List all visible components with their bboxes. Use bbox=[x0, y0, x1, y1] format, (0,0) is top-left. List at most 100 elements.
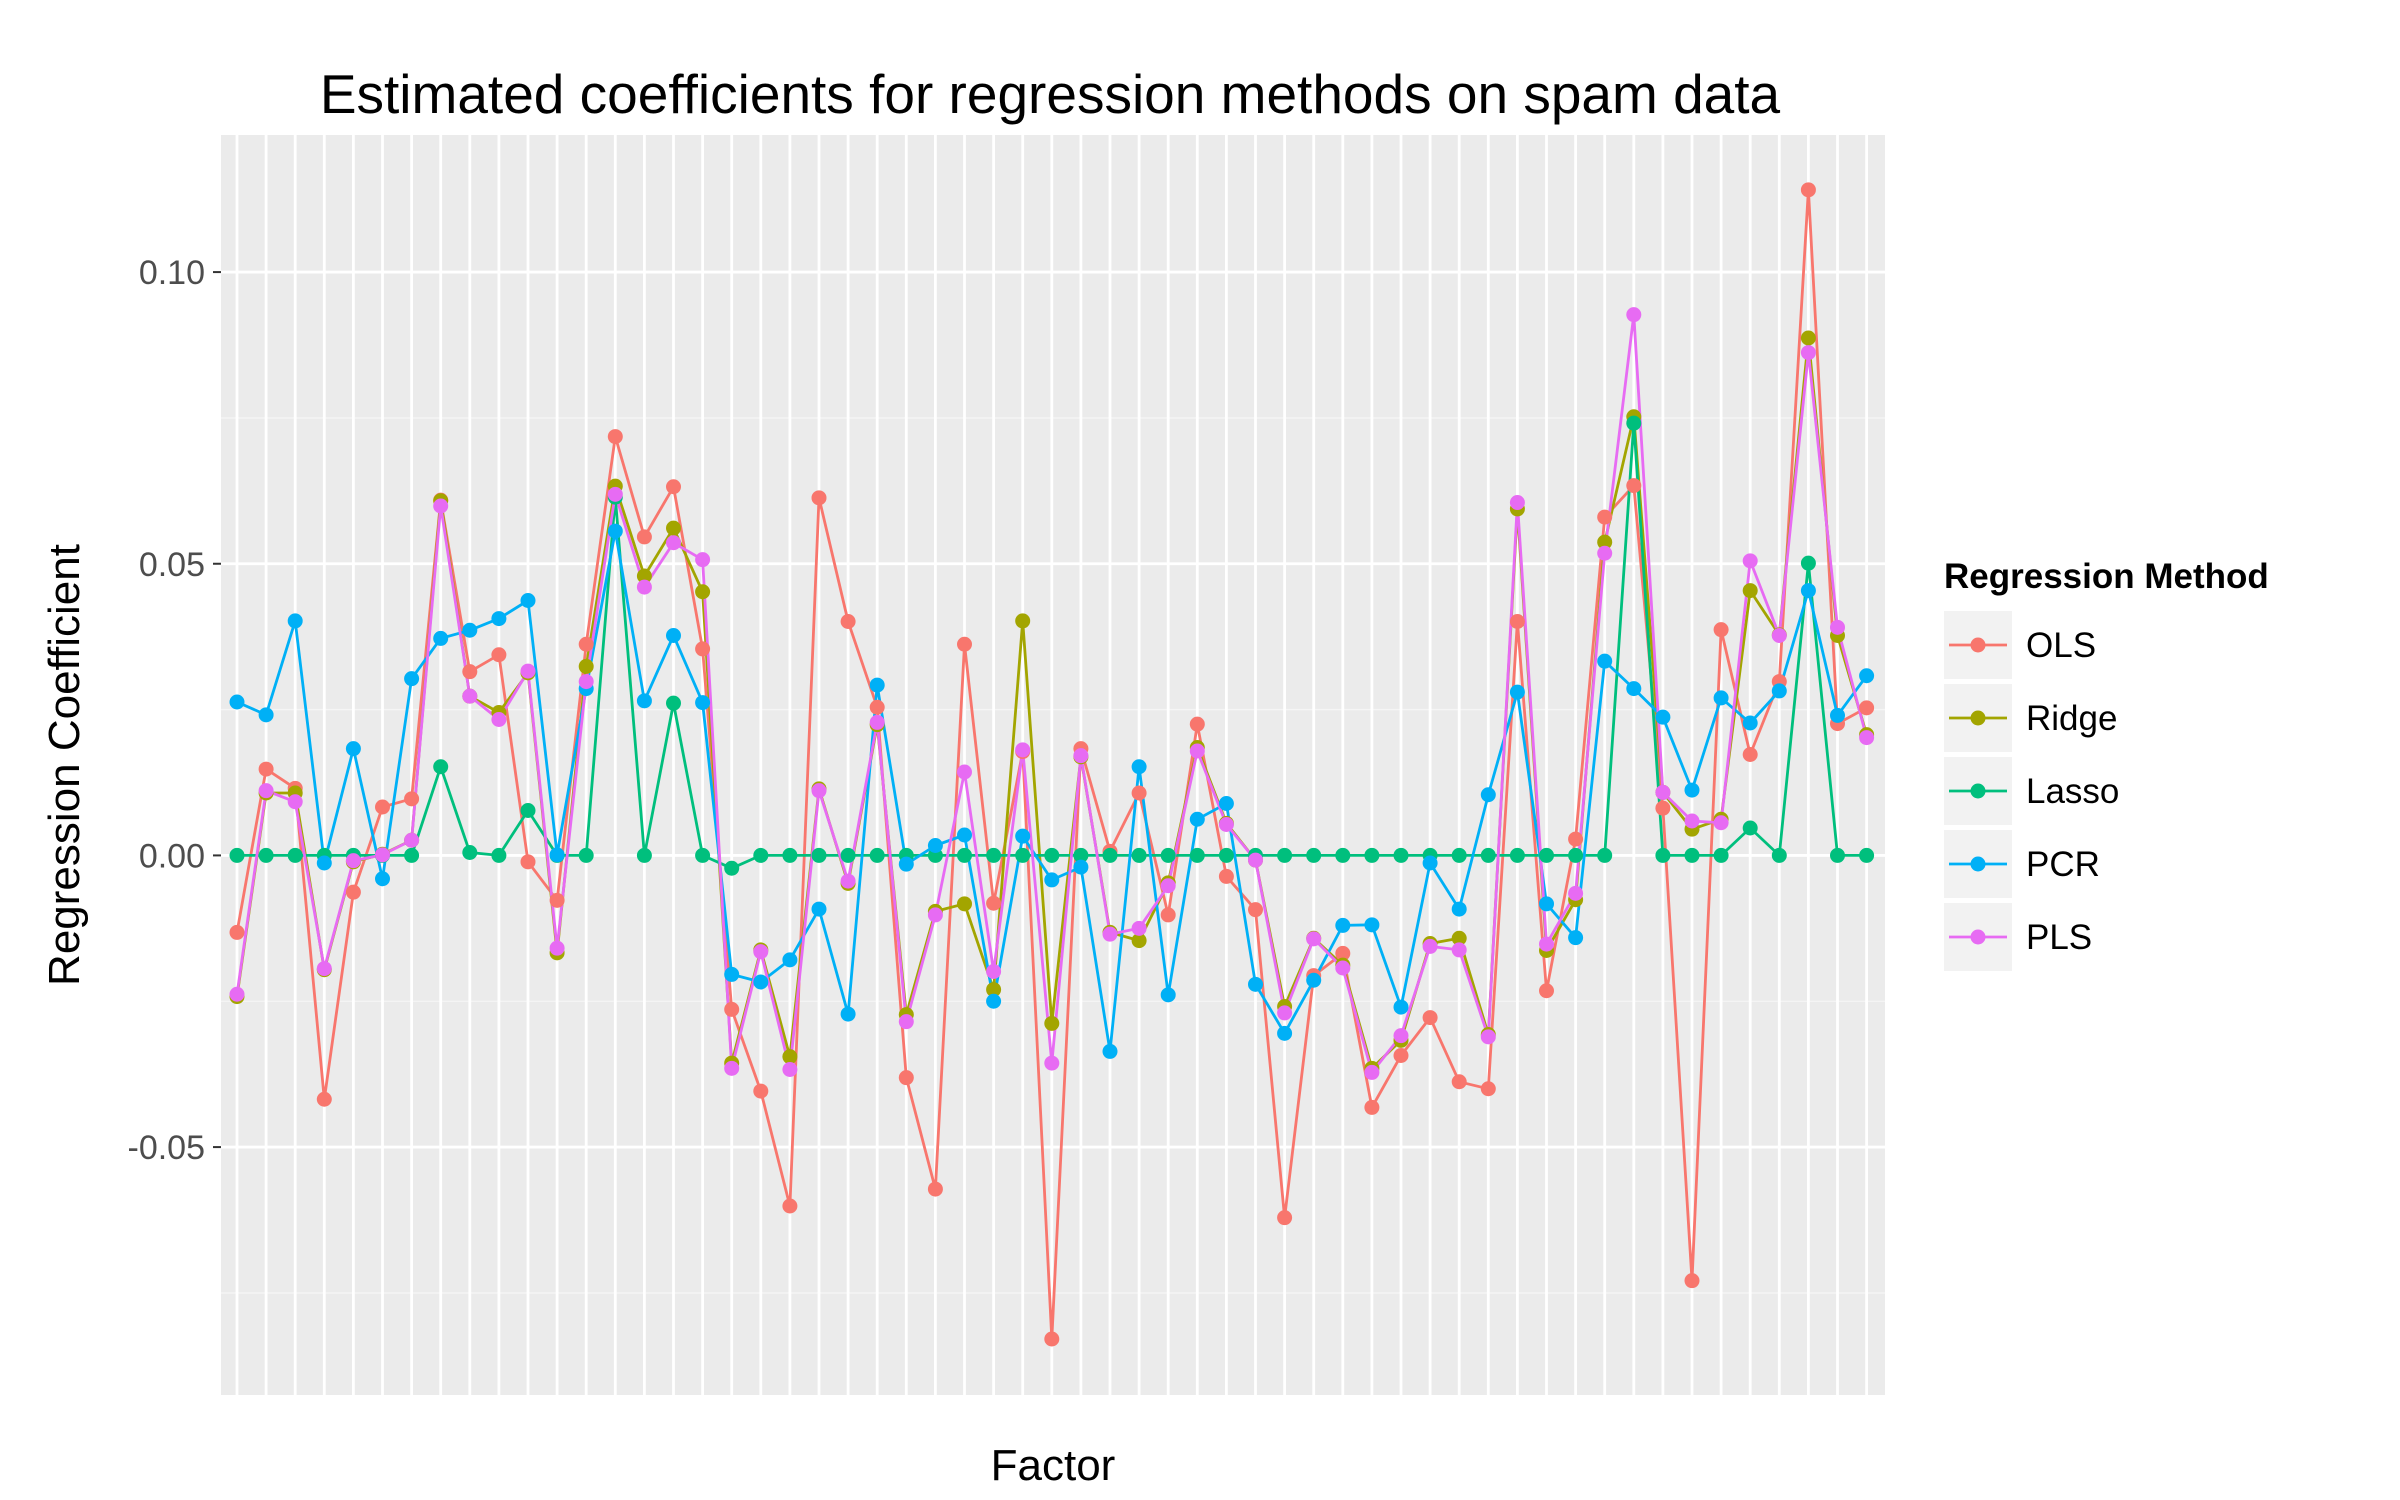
data-point-pls bbox=[986, 964, 1002, 979]
data-point-ols bbox=[491, 647, 507, 663]
data-point-pcr bbox=[1480, 787, 1496, 803]
data-point-lasso bbox=[695, 847, 711, 863]
data-point-ols bbox=[375, 799, 390, 815]
data-point-pls bbox=[1015, 742, 1031, 758]
data-point-ridge bbox=[1742, 583, 1758, 599]
data-point-lasso bbox=[1480, 847, 1496, 863]
data-point-ols bbox=[549, 892, 565, 908]
data-point-ridge bbox=[1597, 534, 1613, 550]
data-point-pcr bbox=[1248, 976, 1263, 992]
data-point-pls bbox=[1655, 784, 1671, 800]
legend-label-ols: OLS bbox=[2026, 626, 2096, 665]
data-point-ols bbox=[229, 924, 245, 940]
legend-items: OLS Ridge Lasso PCR PLS bbox=[1944, 611, 2119, 971]
data-point-ols bbox=[1742, 747, 1758, 762]
data-point-pcr bbox=[811, 901, 827, 917]
data-point-lasso bbox=[1015, 847, 1031, 863]
data-point-ols bbox=[258, 761, 274, 777]
data-point-pcr bbox=[1131, 759, 1147, 775]
data-point-ols bbox=[1393, 1048, 1409, 1063]
data-point-pcr bbox=[869, 677, 885, 693]
data-point-lasso bbox=[724, 860, 740, 876]
legend-key-point bbox=[1970, 637, 1986, 653]
data-point-pcr bbox=[636, 693, 652, 709]
data-point-pcr bbox=[1568, 930, 1584, 946]
data-point-ols bbox=[1277, 1210, 1293, 1226]
data-point-lasso bbox=[986, 847, 1002, 863]
data-point-pls bbox=[1597, 545, 1613, 561]
data-point-pls bbox=[1306, 931, 1322, 947]
data-point-ols bbox=[1218, 868, 1234, 884]
data-point-pls bbox=[1335, 960, 1351, 976]
data-point-pls bbox=[1393, 1028, 1409, 1044]
data-point-ridge bbox=[1015, 613, 1031, 629]
data-point-pls bbox=[957, 764, 972, 780]
data-point-ols bbox=[986, 895, 1002, 911]
data-point-ridge bbox=[1044, 1015, 1060, 1031]
data-point-pcr bbox=[1539, 896, 1554, 912]
data-point-lasso bbox=[491, 847, 507, 863]
data-point-pls bbox=[1626, 307, 1642, 323]
data-point-pls bbox=[695, 552, 711, 568]
data-point-pcr bbox=[782, 952, 798, 968]
legend-key-point bbox=[1970, 856, 1986, 872]
data-point-pcr bbox=[1044, 872, 1060, 888]
data-point-pcr bbox=[1684, 782, 1700, 798]
data-point-ols bbox=[724, 1001, 740, 1017]
data-point-pcr bbox=[1742, 715, 1758, 731]
data-point-ols bbox=[316, 1091, 332, 1107]
data-point-pls bbox=[607, 486, 623, 502]
data-point-pcr bbox=[1335, 917, 1351, 933]
data-point-pcr bbox=[1451, 901, 1467, 917]
data-point-ridge bbox=[1451, 930, 1467, 946]
data-point-pls bbox=[1277, 1005, 1293, 1021]
data-point-pls bbox=[1480, 1029, 1496, 1045]
data-point-pls bbox=[1160, 878, 1176, 894]
data-point-lasso bbox=[1306, 847, 1322, 863]
data-point-pcr bbox=[666, 628, 681, 643]
data-point-pls bbox=[1830, 619, 1845, 635]
data-point-lasso bbox=[1393, 847, 1409, 863]
y-tick-label: 0.10 bbox=[139, 254, 205, 292]
data-point-pls bbox=[375, 847, 390, 863]
data-point-lasso bbox=[1131, 847, 1147, 863]
data-point-ridge bbox=[1131, 933, 1147, 949]
data-point-pls bbox=[1539, 936, 1554, 952]
data-point-lasso bbox=[1830, 847, 1845, 863]
data-point-pls bbox=[1771, 628, 1787, 643]
data-point-ols bbox=[1509, 614, 1525, 629]
data-point-pls bbox=[316, 961, 332, 977]
data-point-ols bbox=[1422, 1010, 1438, 1026]
data-point-pls bbox=[287, 794, 303, 810]
data-point-lasso bbox=[1568, 847, 1584, 863]
chart-title: Estimated coefficients for regression me… bbox=[320, 63, 1781, 125]
data-point-pls bbox=[782, 1062, 798, 1077]
data-point-ols bbox=[1189, 716, 1205, 732]
data-point-lasso bbox=[1713, 847, 1729, 863]
data-point-pcr bbox=[840, 1006, 856, 1022]
data-point-pcr bbox=[287, 613, 303, 629]
data-point-ridge bbox=[782, 1049, 798, 1065]
data-point-ridge bbox=[695, 584, 711, 600]
data-point-ols bbox=[607, 429, 623, 445]
data-point-ols bbox=[1597, 509, 1613, 525]
data-point-pls bbox=[1800, 345, 1816, 361]
data-point-pcr bbox=[1655, 709, 1671, 725]
data-point-lasso bbox=[462, 845, 478, 860]
data-point-lasso bbox=[636, 847, 652, 863]
data-point-lasso bbox=[520, 803, 536, 818]
data-point-lasso bbox=[1597, 847, 1613, 863]
legend-key-point bbox=[1970, 929, 1986, 945]
data-point-pls bbox=[1248, 852, 1263, 868]
y-tick-label: 0.00 bbox=[139, 837, 205, 875]
data-point-pcr bbox=[1218, 796, 1234, 811]
data-point-ols bbox=[753, 1083, 769, 1099]
data-point-pcr bbox=[1073, 859, 1089, 875]
data-point-pls bbox=[927, 907, 943, 923]
data-point-lasso bbox=[1539, 847, 1554, 863]
data-point-pcr bbox=[520, 593, 536, 608]
data-point-ols bbox=[520, 854, 536, 870]
data-point-ols bbox=[404, 791, 420, 807]
data-point-pls bbox=[753, 944, 769, 960]
data-point-lasso bbox=[1364, 847, 1380, 863]
